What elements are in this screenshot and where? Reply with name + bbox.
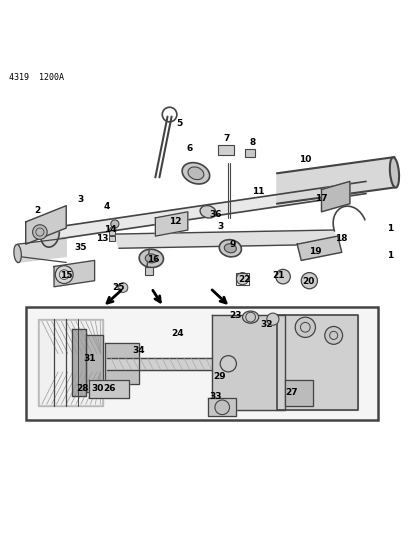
Polygon shape	[297, 236, 342, 261]
Text: 6: 6	[187, 144, 193, 154]
Polygon shape	[18, 238, 66, 262]
Ellipse shape	[139, 249, 164, 268]
Ellipse shape	[41, 221, 59, 247]
Polygon shape	[38, 319, 103, 406]
Text: 11: 11	[253, 187, 265, 196]
Text: 25: 25	[113, 283, 125, 292]
Text: 19: 19	[309, 247, 322, 256]
Text: 22: 22	[238, 275, 251, 284]
Ellipse shape	[390, 157, 399, 188]
Polygon shape	[208, 398, 236, 416]
Circle shape	[267, 313, 279, 325]
Circle shape	[215, 400, 230, 415]
Polygon shape	[89, 380, 129, 398]
Text: 21: 21	[273, 271, 285, 280]
Bar	[109, 230, 115, 235]
Text: 34: 34	[132, 346, 145, 356]
Text: 26: 26	[104, 384, 116, 393]
Text: 12: 12	[169, 217, 182, 227]
Ellipse shape	[14, 245, 21, 263]
Text: 4: 4	[104, 202, 110, 211]
Text: 1: 1	[387, 223, 394, 232]
Text: 31: 31	[84, 354, 96, 364]
Polygon shape	[72, 329, 86, 396]
Text: 15: 15	[60, 271, 73, 280]
Text: 3: 3	[77, 195, 84, 204]
Text: 30: 30	[92, 384, 104, 393]
Text: 14: 14	[104, 225, 116, 233]
Circle shape	[236, 272, 248, 285]
Text: 36: 36	[209, 210, 222, 219]
Text: 27: 27	[285, 389, 297, 398]
Text: 9: 9	[229, 240, 235, 249]
Circle shape	[301, 272, 317, 289]
Text: 7: 7	[223, 134, 229, 143]
Polygon shape	[86, 335, 103, 392]
Polygon shape	[155, 212, 188, 236]
Bar	[26, 307, 378, 421]
Ellipse shape	[242, 311, 259, 323]
Text: 35: 35	[74, 243, 86, 252]
Polygon shape	[105, 343, 139, 384]
Text: 28: 28	[76, 384, 89, 393]
Polygon shape	[277, 157, 395, 204]
Ellipse shape	[219, 240, 242, 257]
Circle shape	[33, 225, 47, 239]
Polygon shape	[322, 181, 350, 212]
Circle shape	[55, 265, 73, 284]
Ellipse shape	[182, 163, 210, 184]
Text: 23: 23	[229, 311, 242, 320]
Polygon shape	[26, 206, 66, 244]
Text: 24: 24	[171, 329, 184, 338]
Circle shape	[276, 269, 290, 284]
Polygon shape	[115, 230, 338, 248]
Ellipse shape	[188, 167, 204, 180]
Bar	[109, 236, 115, 241]
Bar	[244, 149, 255, 157]
Bar	[236, 272, 248, 285]
Polygon shape	[50, 181, 366, 240]
Circle shape	[325, 327, 343, 344]
Text: 33: 33	[209, 392, 222, 401]
Ellipse shape	[200, 206, 216, 218]
Text: 4319  1200A: 4319 1200A	[9, 73, 64, 82]
Circle shape	[220, 356, 236, 372]
Text: 2: 2	[35, 206, 41, 215]
Text: 32: 32	[261, 320, 273, 328]
Ellipse shape	[224, 244, 236, 253]
Polygon shape	[40, 321, 101, 404]
Text: 13: 13	[96, 235, 109, 244]
Text: 29: 29	[213, 372, 226, 381]
Text: 17: 17	[315, 194, 328, 203]
Text: 20: 20	[302, 277, 315, 286]
Polygon shape	[212, 315, 285, 410]
Polygon shape	[285, 380, 313, 406]
Polygon shape	[54, 261, 95, 287]
Text: 8: 8	[250, 139, 256, 148]
Text: 1: 1	[387, 251, 394, 260]
Bar	[145, 268, 153, 274]
Circle shape	[118, 282, 128, 293]
Circle shape	[295, 317, 315, 337]
Text: 18: 18	[335, 235, 348, 244]
Bar	[218, 145, 234, 155]
Text: 5: 5	[177, 119, 183, 128]
Ellipse shape	[145, 254, 157, 263]
Polygon shape	[277, 315, 358, 410]
Polygon shape	[107, 358, 212, 370]
Circle shape	[110, 227, 116, 233]
Text: 3: 3	[217, 222, 223, 231]
Circle shape	[111, 220, 119, 228]
Text: 16: 16	[147, 255, 160, 264]
Text: 10: 10	[299, 155, 311, 164]
